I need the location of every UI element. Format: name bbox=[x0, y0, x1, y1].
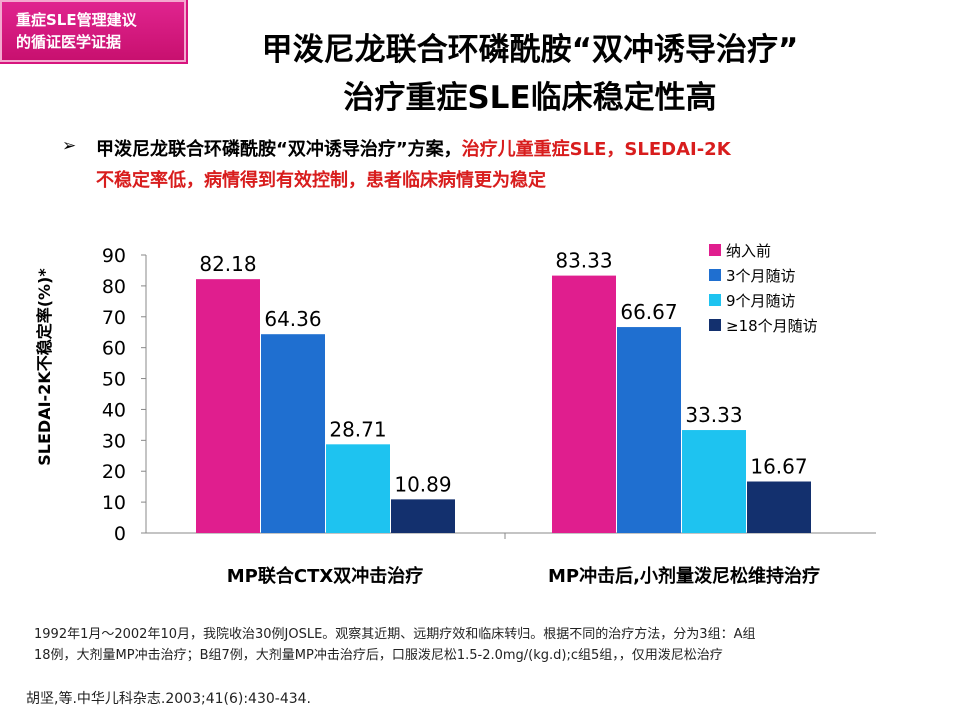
bar bbox=[326, 444, 390, 533]
y-tick-label: 90 bbox=[102, 245, 126, 267]
y-tick-label: 0 bbox=[114, 523, 126, 545]
legend-swatch bbox=[709, 269, 721, 281]
legend-swatch bbox=[709, 244, 721, 256]
bar-value-label: 16.67 bbox=[750, 455, 807, 479]
legend-label: 纳入前 bbox=[726, 242, 771, 260]
y-tick-label: 40 bbox=[102, 399, 126, 421]
study-footnote: 1992年1月～2002年10月，我院收治30例JOSLE。观察其近期、远期疗效… bbox=[34, 624, 914, 666]
key-finding-part2: 治疗儿童重症SLE，SLEDAI-2K bbox=[461, 139, 731, 160]
footnote-line1: 1992年1月～2002年10月，我院收治30例JOSLE。观察其近期、远期疗效… bbox=[34, 627, 756, 642]
x-category-label: MP联合CTX双冲击治疗 bbox=[227, 565, 423, 587]
key-finding-part1: 甲泼尼龙联合环磷酰胺“双冲诱导治疗”方案， bbox=[96, 139, 462, 160]
legend-label: 9个月随访 bbox=[726, 292, 796, 310]
y-tick-label: 20 bbox=[102, 461, 126, 483]
bar-value-label: 66.67 bbox=[620, 300, 677, 324]
bar bbox=[261, 334, 325, 533]
legend-swatch bbox=[709, 319, 721, 331]
bar-value-label: 10.89 bbox=[394, 472, 451, 496]
bar-chart: 0 10 20 30 40 50 60 70 80 90 SLEDAI-2K不稳定率(%)* 82.1… bbox=[35, 242, 876, 587]
bar-value-label: 64.36 bbox=[264, 307, 321, 331]
legend-label: ≥18个月随访 bbox=[726, 317, 818, 335]
bar bbox=[391, 499, 455, 533]
legend-swatch bbox=[709, 294, 721, 306]
y-axis-title: SLEDAI-2K不稳定率(%)* bbox=[35, 268, 54, 466]
bar bbox=[196, 279, 260, 533]
bar-value-label: 83.33 bbox=[555, 249, 612, 273]
footnote-line2: 18例，大剂量MP冲击治疗；B组7例，大剂量MP冲击治疗后，口服泼尼松1.5-2… bbox=[34, 648, 723, 663]
key-finding-line2: 不稳定率低，病情得到有效控制，患者临床病情更为稳定 bbox=[96, 170, 546, 191]
bar-value-label: 33.33 bbox=[685, 403, 742, 427]
bar bbox=[552, 275, 616, 533]
y-tick-label: 60 bbox=[102, 338, 126, 360]
bullet-arrow-icon: ➢ bbox=[62, 136, 77, 156]
slide-title-line1: 甲泼尼龙联合环磷酰胺“双冲诱导治疗” bbox=[261, 32, 799, 68]
bar bbox=[682, 430, 746, 533]
bar bbox=[747, 481, 811, 533]
section-tag: 重症SLE管理建议 的循证医学证据 bbox=[0, 0, 186, 62]
reference-citation: 胡坚,等.中华儿科杂志.2003;41(6):430-434. bbox=[26, 691, 312, 707]
y-tick-label: 30 bbox=[102, 430, 126, 452]
key-finding: 甲泼尼龙联合环磷酰胺“双冲诱导治疗”方案，治疗儿童重症SLE，SLEDAI-2K… bbox=[96, 134, 916, 196]
y-tick-label: 80 bbox=[102, 276, 126, 298]
section-tag-line1: 重症SLE管理建议 bbox=[16, 11, 137, 29]
slide-title-line2: 治疗重症SLE临床稳定性高 bbox=[343, 80, 717, 116]
legend-label: 3个月随访 bbox=[726, 267, 796, 285]
bar-value-label: 28.71 bbox=[329, 417, 386, 441]
section-tag-line2: 的循证医学证据 bbox=[16, 33, 122, 51]
x-category-label: MP冲击后,小剂量泼尼松维持治疗 bbox=[548, 565, 820, 587]
y-tick-label: 50 bbox=[102, 369, 126, 391]
y-tick-label: 70 bbox=[102, 307, 126, 329]
bar bbox=[617, 327, 681, 533]
bar-value-label: 82.18 bbox=[199, 252, 256, 276]
y-tick-label: 10 bbox=[102, 492, 126, 514]
